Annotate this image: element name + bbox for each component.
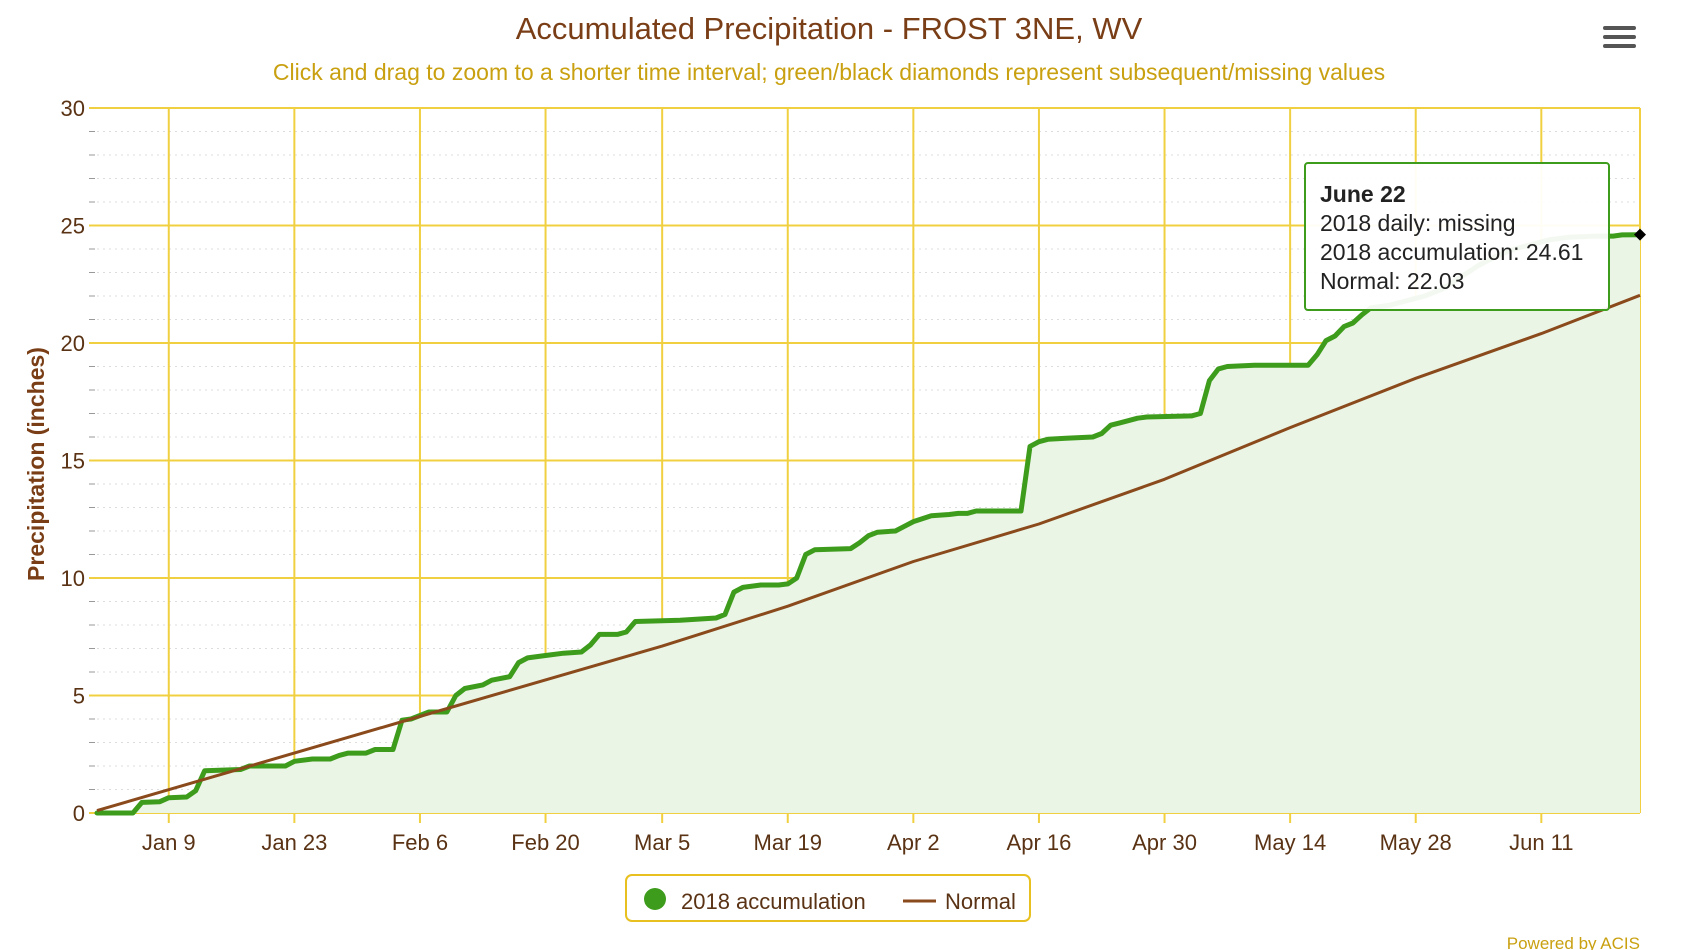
x-tick-label: Mar 19 <box>754 830 822 855</box>
legend-accumulation-label[interactable]: 2018 accumulation <box>681 889 866 914</box>
hamburger-icon[interactable] <box>1603 26 1636 30</box>
tooltip-date: June 22 <box>1320 181 1406 207</box>
tooltip-box <box>1304 162 1610 311</box>
tooltip-accumulation: 2018 accumulation: 24.61 <box>1320 239 1583 265</box>
tooltip-normal: Normal: 22.03 <box>1320 268 1464 294</box>
series-line-2018-accumulation <box>94 232 1643 816</box>
tooltip: June 22 2018 daily: missing 2018 accumul… <box>1304 162 1610 311</box>
series-line-normal <box>96 293 1641 813</box>
x-tick-label: May 14 <box>1254 830 1326 855</box>
y-tick-label: 10 <box>61 566 85 591</box>
series-lines <box>94 232 1643 816</box>
y-axis-label: Precipitation (inches) <box>23 347 49 581</box>
legend[interactable]: 2018 accumulation Normal <box>625 874 1031 922</box>
legend-normal-label[interactable]: Normal <box>945 889 1016 914</box>
y-tick-label: 25 <box>61 214 85 239</box>
x-tick-label: Feb 20 <box>511 830 580 855</box>
x-axis-ticks: Jan 9 Jan 23 Feb 6 Feb 20 Mar 5 Mar 19 Apr 2 Ap… <box>142 830 1574 855</box>
x-tick-label: Mar 5 <box>634 830 690 855</box>
x-tick-label: Feb 6 <box>392 830 448 855</box>
accumulation-area <box>97 234 1640 813</box>
markers <box>1634 228 1646 241</box>
y-tick-label: 0 <box>73 801 85 826</box>
export-menu-button[interactable] <box>1602 22 1638 54</box>
hamburger-icon-bottom[interactable] <box>1603 44 1636 48</box>
x-tick-label: Apr 16 <box>1007 830 1072 855</box>
legend-box <box>625 874 1031 922</box>
y-tick-label: 30 <box>61 96 85 121</box>
tooltip-daily: 2018 daily: missing <box>1320 210 1516 236</box>
y-axis-ticks: 0 5 10 15 20 25 30 <box>61 96 85 826</box>
y-tick-label: 5 <box>73 684 85 709</box>
hamburger-icon-mid[interactable] <box>1603 35 1636 39</box>
accumulation-area-fill <box>97 234 1640 813</box>
y-tick-label: 20 <box>61 331 85 356</box>
missing-value-diamond <box>1634 228 1646 241</box>
x-tick-label: Jan 9 <box>142 830 196 855</box>
x-tick-label: Apr 30 <box>1132 830 1197 855</box>
chart-subtitle: Click and drag to zoom to a shorter time… <box>273 59 1385 85</box>
powered-by-credit[interactable]: Powered by ACIS <box>1507 934 1640 950</box>
y-tick-label: 15 <box>61 449 85 474</box>
x-tick-label: Apr 2 <box>887 830 940 855</box>
legend-accumulation-marker[interactable] <box>644 888 666 910</box>
chart-title: Accumulated Precipitation - FROST 3NE, W… <box>516 11 1143 46</box>
x-tick-label: Jan 23 <box>261 830 327 855</box>
x-tick-label: May 28 <box>1380 830 1452 855</box>
x-tick-label: Jun 11 <box>1509 830 1573 855</box>
